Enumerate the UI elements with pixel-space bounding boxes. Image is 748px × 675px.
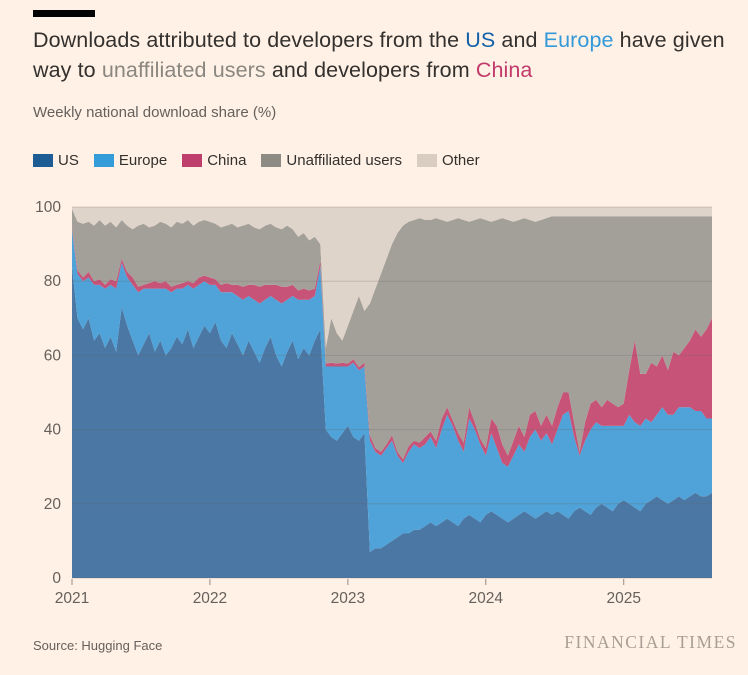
- ft-accent-bar: [33, 10, 95, 17]
- financial-times-logo: FINANCIAL TIMES: [564, 632, 737, 652]
- title-segment: Europe: [543, 28, 614, 52]
- legend-label: Unaffiliated users: [286, 152, 403, 169]
- title-segment: and: [495, 28, 544, 52]
- legend-item-europe: Europe: [93, 152, 168, 169]
- legend-label: Europe: [118, 152, 168, 169]
- y-axis-label-40: 40: [44, 422, 62, 439]
- legend-swatch: [93, 154, 114, 167]
- legend-item-other: Other: [417, 152, 480, 169]
- x-axis-label-2021: 2021: [55, 590, 89, 607]
- title-segment: have given: [613, 28, 725, 52]
- chart-title-line: way to unaffiliated users and developers…: [33, 55, 733, 85]
- area-china: [72, 227, 712, 467]
- legend: US Europe China Unaffiliated users Other: [33, 152, 495, 169]
- title-segment: China: [475, 58, 533, 82]
- title-segment: and developers from: [265, 58, 476, 82]
- legend-label: US: [58, 152, 79, 169]
- y-axis-label-20: 20: [44, 496, 62, 513]
- area-europe: [72, 229, 712, 553]
- legend-item-china: China: [182, 152, 246, 169]
- title-segment: Downloads attributed to developers from …: [33, 28, 466, 52]
- area-us: [72, 266, 712, 578]
- stacked-area-chart: 0 20 40 60 80 100 2021 2022 2023 2024 2025: [35, 199, 712, 607]
- title-segment: way to: [33, 58, 102, 82]
- legend-label: China: [207, 152, 247, 169]
- area-other: [72, 207, 712, 348]
- legend-label: Other: [442, 152, 480, 169]
- source-note: Source: Hugging Face: [33, 638, 163, 653]
- title-segment: unaffiliated users: [101, 58, 266, 82]
- y-axis-label-0: 0: [52, 570, 61, 587]
- x-axis-label-2023: 2023: [331, 590, 365, 607]
- chart-subtitle: Weekly national download share (%): [33, 104, 277, 121]
- legend-swatch: [417, 154, 438, 167]
- x-axis-label-2025: 2025: [606, 590, 640, 607]
- legend-item-us: US: [33, 152, 79, 169]
- title-segment: US: [465, 28, 496, 52]
- x-axis-label-2022: 2022: [193, 590, 227, 607]
- y-axis-label-80: 80: [44, 273, 62, 290]
- legend-swatch: [261, 154, 282, 167]
- legend-swatch: [33, 154, 53, 167]
- legend-swatch: [182, 154, 203, 167]
- y-axis-label-100: 100: [35, 199, 61, 216]
- area-unaffiliated-users: [72, 208, 712, 460]
- x-axis-label-2024: 2024: [469, 590, 504, 607]
- y-axis-label-60: 60: [44, 347, 62, 364]
- legend-item-unaffiliated-users: Unaffiliated users: [261, 152, 402, 169]
- chart-title-line: Downloads attributed to developers from …: [33, 25, 733, 55]
- chart-title: Downloads attributed to developers from …: [33, 25, 733, 85]
